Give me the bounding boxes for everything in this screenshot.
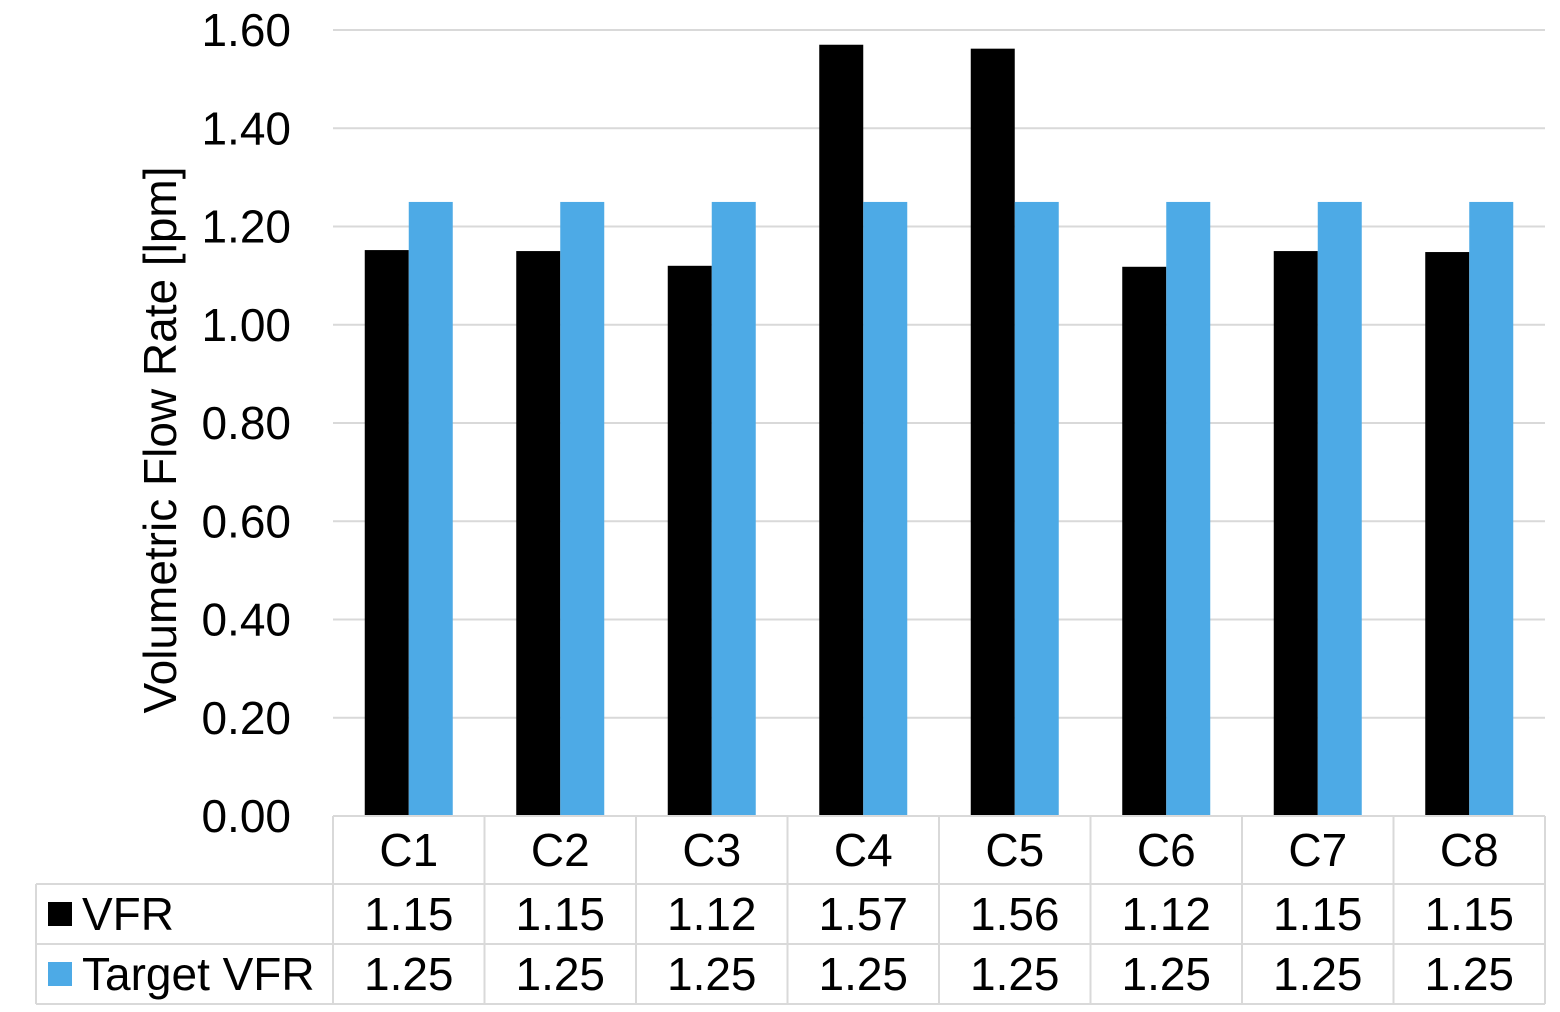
gridlines — [333, 29, 1545, 719]
y-tick-label: 0.80 — [201, 397, 291, 449]
y-tick-label: 0.00 — [201, 790, 291, 842]
bar-target-vfr-c2 — [560, 201, 605, 816]
data-label: 1.15 — [364, 888, 454, 940]
bar-target-vfr-c4 — [863, 201, 908, 816]
bar-vfr-c2 — [516, 251, 561, 816]
legend-entry: Target VFR — [82, 948, 315, 1000]
bar-vfr-c1 — [364, 250, 409, 816]
bar-target-vfr-c8 — [1469, 201, 1514, 816]
data-label: 1.15 — [1424, 888, 1514, 940]
x-tick-label: C1 — [379, 824, 438, 876]
bar-target-vfr-c1 — [408, 201, 453, 816]
y-tick-label: 1.40 — [201, 102, 291, 154]
data-label: 1.25 — [667, 948, 757, 1000]
data-label: 1.25 — [1273, 948, 1363, 1000]
bar-target-vfr-c5 — [1014, 201, 1059, 816]
bars — [364, 44, 1514, 817]
y-tick-label: 1.20 — [201, 201, 291, 253]
x-tick-label: C5 — [985, 824, 1044, 876]
x-tick-label: C6 — [1137, 824, 1196, 876]
y-tick-label: 1.00 — [201, 299, 291, 351]
data-label: 1.25 — [1121, 948, 1211, 1000]
x-tick-label: C2 — [531, 824, 590, 876]
bar-vfr-c6 — [1122, 266, 1167, 817]
y-tick-label: 0.20 — [201, 692, 291, 744]
data-label: 1.25 — [970, 948, 1060, 1000]
legend-swatch — [48, 962, 72, 986]
data-label: 1.56 — [970, 888, 1060, 940]
data-label: 1.25 — [364, 948, 454, 1000]
y-axis-ticks: 0.00 0.20 0.40 0.60 0.80 1.00 1.20 1.40 1.60 — [201, 4, 291, 842]
data-label: 1.12 — [667, 888, 757, 940]
data-label: 1.12 — [1121, 888, 1211, 940]
bar-vfr-c4 — [819, 44, 864, 817]
bar-target-vfr-c6 — [1166, 201, 1211, 816]
bar-target-vfr-c3 — [711, 201, 756, 816]
x-tick-label: C8 — [1440, 824, 1499, 876]
bar-vfr-c3 — [667, 265, 712, 816]
x-tick-label: C3 — [682, 824, 741, 876]
bar-target-vfr-c7 — [1317, 201, 1362, 816]
data-label: 1.15 — [515, 888, 605, 940]
y-tick-label: 0.40 — [201, 594, 291, 646]
data-table: C1 C2 C3 C4 C5 C6 C7 C8 VFR 1.15 1.15 1.12 1.57 1.56 1… — [35, 815, 1546, 1005]
bar-vfr-c7 — [1273, 251, 1318, 816]
y-tick-label: 1.60 — [201, 4, 291, 56]
bar-vfr-c5 — [970, 48, 1015, 817]
bar-vfr-c8 — [1425, 252, 1470, 817]
legend-entry: VFR — [82, 888, 174, 940]
data-label: 1.25 — [515, 948, 605, 1000]
data-label: 1.25 — [1424, 948, 1514, 1000]
data-label: 1.25 — [818, 948, 908, 1000]
x-tick-label: C7 — [1288, 824, 1347, 876]
x-tick-label: C4 — [834, 824, 893, 876]
y-tick-label: 0.60 — [201, 495, 291, 547]
data-label: 1.57 — [818, 888, 908, 940]
data-label: 1.15 — [1273, 888, 1363, 940]
y-axis-label: Volumetric Flow Rate [lpm] — [134, 166, 186, 713]
legend-swatch — [48, 902, 72, 926]
